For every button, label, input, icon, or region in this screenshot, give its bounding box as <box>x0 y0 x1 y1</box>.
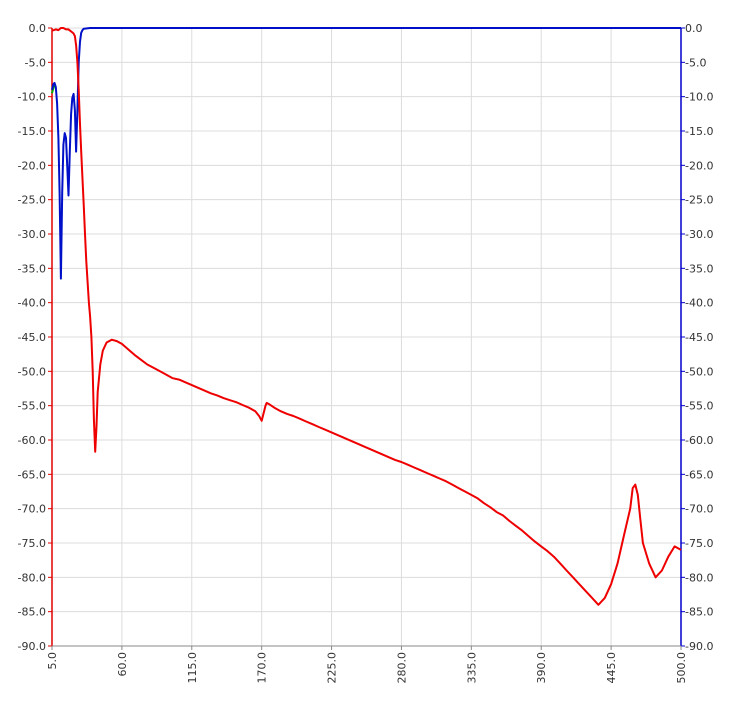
x-tick-label: 335.0 <box>465 652 478 684</box>
x-tick-label: 500.0 <box>675 652 688 684</box>
y-right-tick-label: 0.0 <box>685 22 703 35</box>
axes <box>48 27 685 650</box>
x-tick-label: 5.0 <box>46 652 59 670</box>
x-tick-label: 445.0 <box>605 652 618 684</box>
y-left-tick-label: -60.0 <box>18 434 46 447</box>
series-lines <box>51 27 682 606</box>
x-tick-label: 280.0 <box>395 652 408 684</box>
y-left-tick-label: -30.0 <box>18 228 46 241</box>
y-right-tick-label: -80.0 <box>685 571 713 584</box>
y-left-tick-label: -80.0 <box>18 571 46 584</box>
y-right-tick-label: -50.0 <box>685 365 713 378</box>
y-left-tick-label: -40.0 <box>18 297 46 310</box>
y-right-tick-label: -10.0 <box>685 91 713 104</box>
y-left-tick-label: -55.0 <box>18 400 46 413</box>
x-tick-label: 225.0 <box>326 652 339 684</box>
y-right-tick-label: -85.0 <box>685 606 713 619</box>
y-right-tick-label: -30.0 <box>685 228 713 241</box>
y-right-tick-label: -15.0 <box>685 125 713 138</box>
y-left-tick-label: -20.0 <box>18 159 46 172</box>
y-right-tick-label: -35.0 <box>685 262 713 275</box>
y-left-tick-label: -45.0 <box>18 331 46 344</box>
y-right-tick-label: -55.0 <box>685 400 713 413</box>
y-left-tick-label: -75.0 <box>18 537 46 550</box>
y-right-tick-label: -40.0 <box>685 297 713 310</box>
y-left-tick-label: 0.0 <box>29 22 47 35</box>
tick-labels: 0.0 -5.0 -10.0 -15.0 -20.0 -25.0 -30.0 -35.0 -40… <box>18 22 714 684</box>
y-left-tick-label: -90.0 <box>18 640 46 653</box>
y-left-tick-label: -5.0 <box>25 56 46 69</box>
y-left-tick-label: -15.0 <box>18 125 46 138</box>
y-right-tick-label: -75.0 <box>685 537 713 550</box>
series-line-2 <box>51 27 681 280</box>
series-line-3 <box>51 27 682 606</box>
y-left-tick-label: -70.0 <box>18 503 46 516</box>
y-right-tick-label: -90.0 <box>685 640 713 653</box>
x-tick-label: 115.0 <box>186 652 199 684</box>
grid <box>51 27 682 647</box>
y-right-tick-label: -25.0 <box>685 194 713 207</box>
y-right-tick-label: -70.0 <box>685 503 713 516</box>
y-left-tick-label: -10.0 <box>18 91 46 104</box>
y-left-tick-label: -65.0 <box>18 468 46 481</box>
y-left-tick-label: -85.0 <box>18 606 46 619</box>
x-tick-label: 390.0 <box>535 652 548 684</box>
x-tick-label: 60.0 <box>116 652 129 677</box>
y-right-tick-label: -20.0 <box>685 159 713 172</box>
x-tick-label: 170.0 <box>256 652 269 684</box>
y-right-tick-label: -65.0 <box>685 468 713 481</box>
y-left-tick-label: -25.0 <box>18 194 46 207</box>
y-left-tick-label: -35.0 <box>18 262 46 275</box>
y-right-tick-label: -45.0 <box>685 331 713 344</box>
y-right-tick-label: -5.0 <box>685 56 706 69</box>
y-right-tick-label: -60.0 <box>685 434 713 447</box>
y-left-tick-label: -50.0 <box>18 365 46 378</box>
